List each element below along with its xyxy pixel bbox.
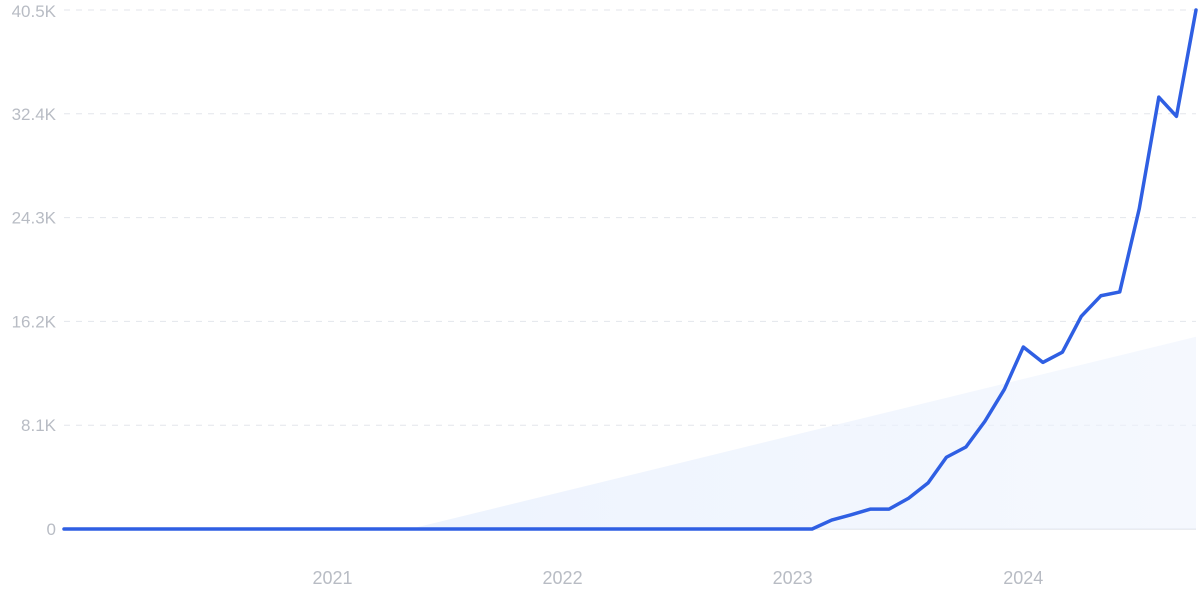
y-tick-label: 32.4K xyxy=(12,105,57,124)
x-tick-label: 2021 xyxy=(312,568,352,588)
x-tick-label: 2024 xyxy=(1003,568,1043,588)
interest-series-line xyxy=(62,8,1198,531)
y-tick-label: 16.2K xyxy=(12,312,57,331)
series-line-layer xyxy=(62,8,1198,531)
x-tick-label: 2023 xyxy=(773,568,813,588)
y-tick-label: 0 xyxy=(47,520,56,539)
trend-area xyxy=(64,336,1196,529)
y-tick-label: 8.1K xyxy=(21,416,57,435)
x-axis-labels: 20212022202320242025 xyxy=(312,568,1043,588)
y-tick-label: 40.5K xyxy=(12,2,57,21)
trend-area-layer xyxy=(64,336,1196,529)
y-tick-label: 24.3K xyxy=(12,209,57,228)
y-axis-labels: 0 8.1K 16.2K 24.3K 32.4K 40.5K xyxy=(12,2,57,539)
x-tick-label: 2022 xyxy=(543,568,583,588)
